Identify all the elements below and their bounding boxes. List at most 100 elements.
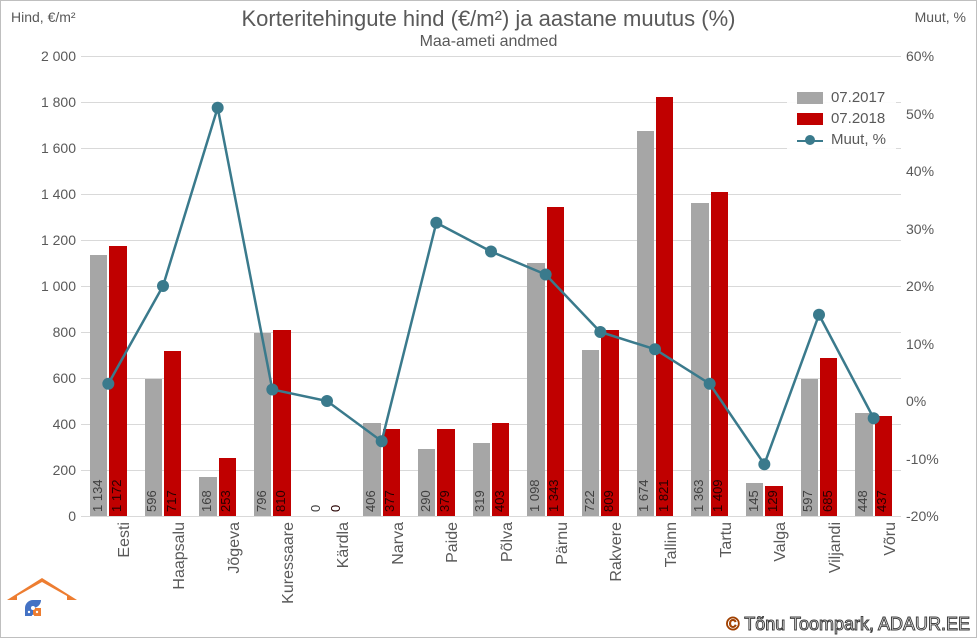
- bar-value-2017: 448: [855, 490, 870, 512]
- bar-value-2018: 403: [492, 490, 507, 512]
- x-category-label: Valga: [772, 522, 790, 562]
- plot-area: 02004006008001 0001 2001 4001 6001 8002 …: [81, 56, 901, 516]
- bar-value-2017: 596: [144, 490, 159, 512]
- y-tick-right: -10%: [906, 451, 951, 467]
- legend: 07.2017 07.2018 Muut, %: [787, 81, 896, 156]
- bar-value-2017: 1 674: [636, 479, 651, 512]
- y-tick-left: 1 600: [26, 140, 76, 156]
- bar-value-2017: 145: [746, 490, 761, 512]
- bar-value-2017: 722: [582, 490, 597, 512]
- y-tick-left: 1 400: [26, 186, 76, 202]
- legend-label-change: Muut, %: [831, 131, 886, 148]
- y-tick-left: 400: [26, 416, 76, 432]
- bar-value-2018: 377: [382, 490, 397, 512]
- bar-2017: [637, 131, 654, 516]
- x-category-label: Kärdla: [335, 522, 353, 568]
- legend-swatch-2017: [797, 92, 823, 104]
- x-category-label: Eesti: [116, 522, 134, 558]
- x-category-label: Jõgeva: [226, 522, 244, 574]
- chart-subtitle: Maa-ameti andmed: [1, 33, 976, 51]
- x-category-label: Tallinn: [663, 522, 681, 567]
- bar-value-2017: 290: [418, 490, 433, 512]
- y-tick-left: 1 200: [26, 232, 76, 248]
- y-tick-left: 1 800: [26, 94, 76, 110]
- y-tick-right: 50%: [906, 106, 951, 122]
- bar-value-2018: 0: [328, 505, 343, 512]
- x-category-label: Põlva: [499, 522, 517, 562]
- y-tick-left: 200: [26, 462, 76, 478]
- logo-icon: [7, 578, 77, 633]
- y-tick-right: 20%: [906, 278, 951, 294]
- bar-value-2018: 810: [273, 490, 288, 512]
- bar-value-2017: 1 134: [90, 479, 105, 512]
- x-category-label: Haapsalu: [171, 522, 189, 590]
- legend-swatch-line: [797, 134, 823, 146]
- bar-value-2018: 253: [218, 490, 233, 512]
- bar-value-2017: 168: [199, 490, 214, 512]
- bar-value-2017: 1 363: [691, 479, 706, 512]
- chart-container: Hind, €/m² Muut, % Korteritehingute hind…: [0, 0, 977, 638]
- gridline: [81, 332, 901, 333]
- bar-2018: [547, 207, 564, 516]
- bar-value-2018: 1 821: [656, 479, 671, 512]
- x-category-label: Rakvere: [608, 522, 626, 582]
- bar-2018: [656, 97, 673, 516]
- gridline: [81, 240, 901, 241]
- legend-label-2017: 07.2017: [831, 89, 885, 106]
- bar-value-2018: 437: [874, 490, 889, 512]
- bar-value-2017: 1 098: [527, 479, 542, 512]
- bar-value-2018: 1 409: [710, 479, 725, 512]
- bar-2017: [691, 203, 708, 516]
- y-tick-right: 10%: [906, 336, 951, 352]
- y-tick-right: 30%: [906, 221, 951, 237]
- bar-value-2018: 717: [164, 490, 179, 512]
- bar-value-2017: 796: [254, 490, 269, 512]
- y-tick-left: 1 000: [26, 278, 76, 294]
- bar-value-2018: 379: [437, 490, 452, 512]
- legend-item-change: Muut, %: [797, 129, 886, 150]
- gridline: [81, 102, 901, 103]
- x-category-label: Võru: [882, 522, 900, 556]
- bar-value-2018: 1 172: [109, 479, 124, 512]
- legend-item-2017: 07.2017: [797, 87, 886, 108]
- bar-2018: [273, 330, 290, 516]
- y-tick-left: 0: [26, 508, 76, 524]
- bar-2018: [711, 192, 728, 516]
- gridline: [81, 286, 901, 287]
- y-tick-left: 600: [26, 370, 76, 386]
- bar-2018: [109, 246, 126, 516]
- bar-2017: [527, 263, 544, 516]
- y-tick-left: 2 000: [26, 48, 76, 64]
- gridline: [81, 470, 901, 471]
- bar-value-2017: 406: [363, 490, 378, 512]
- bar-value-2018: 1 343: [546, 479, 561, 512]
- x-category-label: Viljandi: [827, 522, 845, 573]
- gridline: [81, 56, 901, 57]
- credit-text: © Tõnu Toompark, ADAUR.EE: [726, 614, 970, 635]
- legend-label-2018: 07.2018: [831, 110, 885, 127]
- bar-value-2017: 0: [308, 505, 323, 512]
- y-tick-right: 40%: [906, 163, 951, 179]
- x-category-label: Paide: [444, 522, 462, 563]
- gridline: [81, 194, 901, 195]
- bar-2017: [254, 333, 271, 516]
- gridline: [81, 148, 901, 149]
- bar-2018: [601, 330, 618, 516]
- x-category-label: Kuressaare: [280, 522, 298, 604]
- bar-value-2017: 319: [472, 490, 487, 512]
- legend-swatch-2018: [797, 113, 823, 125]
- gridline: [81, 424, 901, 425]
- gridline: [81, 378, 901, 379]
- y-tick-right: 0%: [906, 393, 951, 409]
- x-category-label: Tartu: [718, 522, 736, 558]
- bar-value-2018: 685: [820, 490, 835, 512]
- chart-title: Korteritehingute hind (€/m²) ja aastane …: [1, 6, 976, 32]
- bar-2017: [90, 255, 107, 516]
- bar-value-2018: 809: [601, 490, 616, 512]
- x-category-label: Pärnu: [554, 522, 572, 565]
- bar-value-2018: 129: [765, 490, 780, 512]
- legend-item-2018: 07.2018: [797, 108, 886, 129]
- bar-value-2017: 597: [800, 490, 815, 512]
- x-category-label: Narva: [390, 522, 408, 565]
- y-tick-left: 800: [26, 324, 76, 340]
